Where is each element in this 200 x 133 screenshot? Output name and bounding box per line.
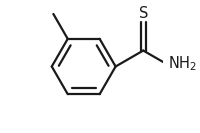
- Text: NH$_2$: NH$_2$: [168, 55, 197, 73]
- Text: S: S: [139, 6, 148, 21]
